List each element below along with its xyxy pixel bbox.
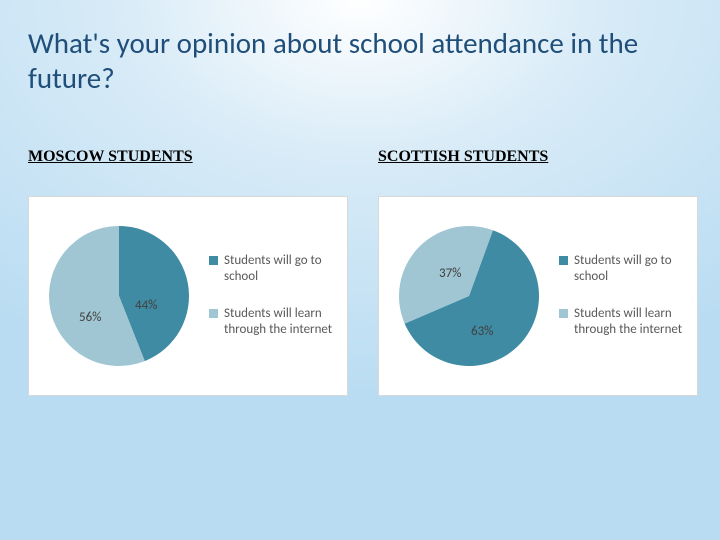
pie-slice-label: 37% [439, 266, 461, 281]
group-heading: SCOTTISH STUDENTS [378, 148, 698, 166]
legend: Students will go to school Students will… [559, 253, 697, 338]
pie-slice-label: 63% [471, 324, 493, 339]
group-scottish: SCOTTISH STUDENTS 63% 37% Students will g… [378, 148, 698, 396]
swatch-icon [559, 309, 568, 318]
pie-slice-label: 56% [79, 310, 101, 325]
chart-card: 44% 56% Students will go to school Studen… [28, 196, 348, 396]
pie-chart: 44% 56% [29, 206, 209, 386]
legend: Students will go to school Students will… [209, 253, 347, 338]
chart-groups: MOSCOW STUDENTS 44% 56% Students will go … [28, 148, 692, 396]
legend-item-internet: Students will learn through the internet [559, 306, 691, 339]
swatch-icon [209, 256, 218, 265]
chart-card: 63% 37% Students will go to school Studen… [378, 196, 698, 396]
legend-item-school: Students will go to school [559, 253, 691, 286]
swatch-icon [209, 309, 218, 318]
slide: What's your opinion about school attenda… [0, 0, 720, 540]
legend-label: Students will go to school [574, 253, 691, 286]
legend-label: Students will learn through the internet [574, 306, 691, 339]
pie-slice-label: 44% [135, 298, 157, 313]
swatch-icon [559, 256, 568, 265]
group-moscow: MOSCOW STUDENTS 44% 56% Students will go … [28, 148, 348, 396]
legend-item-school: Students will go to school [209, 253, 341, 286]
legend-label: Students will go to school [224, 253, 341, 286]
legend-item-internet: Students will learn through the internet [209, 306, 341, 339]
legend-label: Students will learn through the internet [224, 306, 341, 339]
pie-chart: 63% 37% [379, 206, 559, 386]
page-title: What's your opinion about school attenda… [28, 26, 692, 96]
group-heading: MOSCOW STUDENTS [28, 148, 348, 166]
